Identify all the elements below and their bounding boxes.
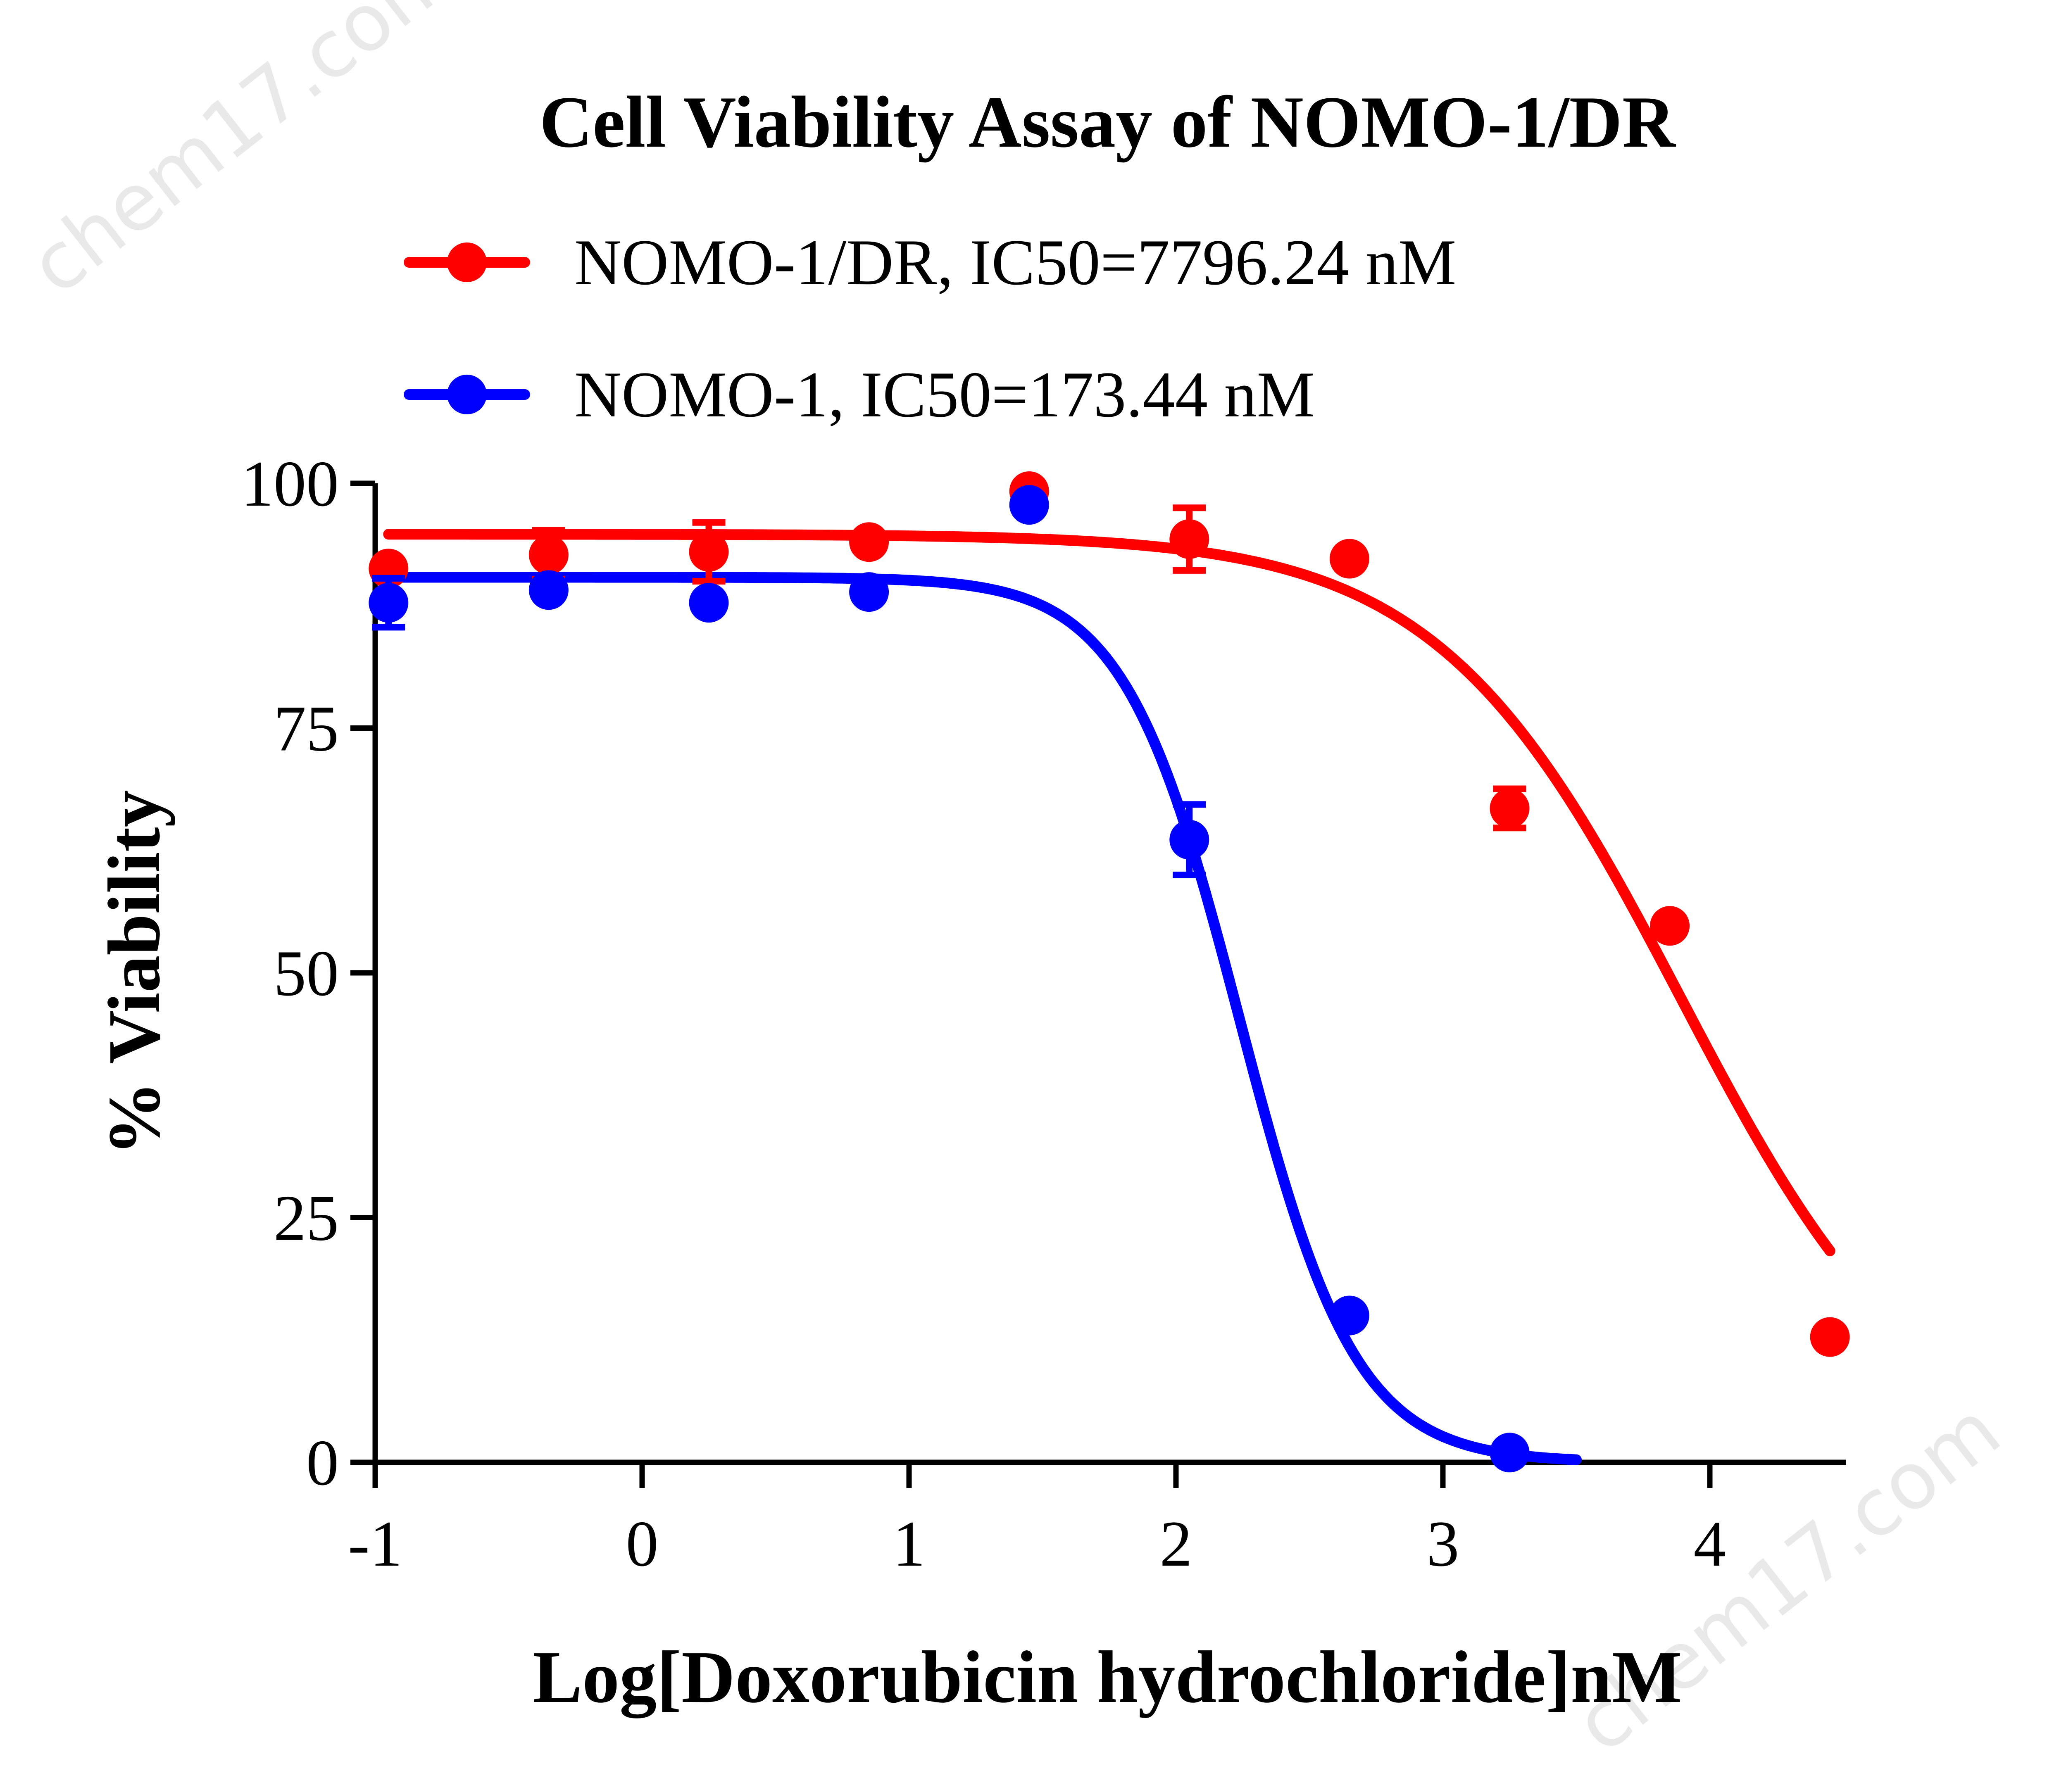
data-point-series-0-3 bbox=[849, 522, 889, 562]
x-tick-label-3: 3 bbox=[1427, 1508, 1459, 1580]
data-point-series-1-1 bbox=[528, 570, 569, 610]
y-tick-label-25: 25 bbox=[274, 1182, 339, 1255]
data-point-series-1-0 bbox=[369, 583, 409, 623]
data-point-series-1-3 bbox=[849, 572, 889, 612]
x-axis-label: Log[Doxorubicin hydrochloride]nM bbox=[533, 1636, 1682, 1718]
fit-curve-series-1 bbox=[383, 572, 1582, 1465]
plot-series bbox=[369, 471, 1850, 1473]
legend-item-nomo1-dr: NOMO-1/DR, IC50=7796.24 nM bbox=[404, 226, 1456, 299]
x-tick-label-0: 0 bbox=[626, 1508, 659, 1580]
legend: NOMO-1/DR, IC50=7796.24 nM NOMO-1, IC50=… bbox=[404, 226, 1456, 431]
data-point-series-0-6 bbox=[1329, 539, 1369, 579]
data-point-series-0-8 bbox=[1650, 906, 1690, 946]
data-point-series-0-5 bbox=[1169, 519, 1209, 559]
y-tick-label-0: 0 bbox=[306, 1427, 339, 1499]
legend-swatch-marker-nomo1 bbox=[447, 375, 487, 414]
data-point-series-1-2 bbox=[689, 583, 729, 623]
y-tick-label-100: 100 bbox=[241, 448, 339, 520]
data-point-series-0-1 bbox=[528, 535, 569, 575]
legend-swatch-marker-nomo1-dr bbox=[447, 242, 487, 282]
data-point-series-1-5 bbox=[1169, 820, 1209, 860]
x-tick-label-2: 2 bbox=[1160, 1508, 1192, 1580]
x-tick-label--1: -1 bbox=[348, 1508, 402, 1580]
legend-label-nomo1: NOMO-1, IC50=173.44 nM bbox=[574, 359, 1315, 431]
data-point-series-1-4 bbox=[1009, 485, 1049, 525]
y-tick-label-75: 75 bbox=[274, 693, 339, 765]
data-point-series-0-2 bbox=[689, 532, 729, 572]
chart-title: Cell Viability Assay of NOMO-1/DR bbox=[539, 81, 1676, 163]
data-point-series-1-7 bbox=[1490, 1433, 1530, 1473]
y-axis-label: % Viability bbox=[93, 790, 175, 1155]
x-tick-label-4: 4 bbox=[1694, 1508, 1726, 1580]
data-point-series-0-7 bbox=[1490, 788, 1530, 828]
data-point-series-1-6 bbox=[1329, 1295, 1369, 1336]
data-point-series-0-9 bbox=[1810, 1317, 1850, 1357]
legend-label-nomo1-dr: NOMO-1/DR, IC50=7796.24 nM bbox=[574, 226, 1456, 299]
y-ticks: 0 25 50 75 100 bbox=[241, 448, 375, 1499]
x-ticks: -1 0 1 2 3 4 bbox=[348, 1462, 1726, 1580]
x-tick-label-1: 1 bbox=[893, 1508, 926, 1580]
y-tick-label-50: 50 bbox=[274, 937, 339, 1010]
fit-curve-series-0 bbox=[383, 529, 1835, 1257]
watermark-top-left: chem17.com bbox=[13, 0, 471, 312]
legend-item-nomo1: NOMO-1, IC50=173.44 nM bbox=[404, 359, 1315, 431]
